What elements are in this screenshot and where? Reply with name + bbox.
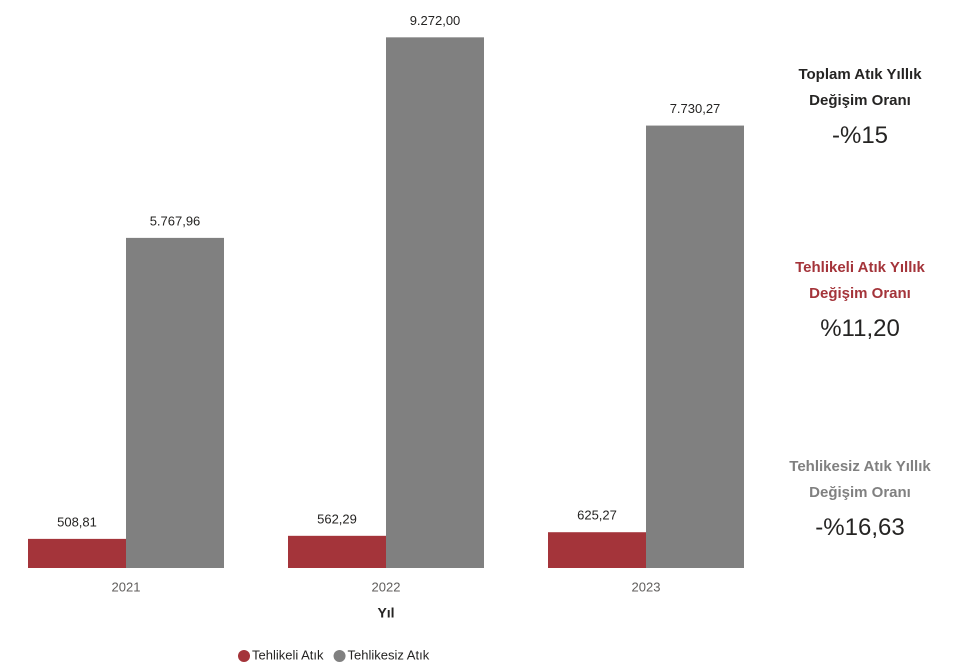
kpi-value: -%16,63 xyxy=(815,514,905,541)
legend-marker xyxy=(238,650,250,662)
legend-label: Tehlikesiz Atık xyxy=(348,647,430,662)
bar xyxy=(548,532,646,568)
x-tick-label: 2023 xyxy=(632,579,661,594)
x-axis-title: Yıl xyxy=(377,605,394,621)
kpi-card: Tehlikeli Atık Yıllık Değişim Oranı %11,2… xyxy=(770,255,950,343)
bar xyxy=(126,237,224,568)
kpi-card: Tehlikesiz Atık Yıllık Değişim Oranı -%16… xyxy=(770,454,950,542)
kpi-card: Toplam Atık Yıllık Değişim Oranı -%15 xyxy=(770,62,950,150)
data-label: 562,29 xyxy=(317,511,357,526)
bar xyxy=(386,37,484,569)
kpi-title: Tehlikesiz Atık Yıllık Değişim Oranı xyxy=(789,458,931,501)
bar xyxy=(288,535,386,568)
bar xyxy=(646,125,744,568)
legend-label: Tehlikeli Atık xyxy=(252,647,324,662)
x-tick-label: 2021 xyxy=(112,579,141,594)
legend-marker xyxy=(333,650,346,662)
data-label: 7.730,27 xyxy=(670,101,721,116)
kpi-value: %11,20 xyxy=(820,315,900,342)
x-tick-label: 2022 xyxy=(372,579,401,594)
chart: 2021 508,81 5.767,96 2022 562,29 9.272,00 2023… xyxy=(28,13,744,662)
data-label: 625,27 xyxy=(577,508,617,523)
kpi-title: Tehlikeli Atık Yıllık Değişim Oranı xyxy=(795,259,925,302)
kpi-value: -%15 xyxy=(831,122,889,149)
data-label: 5.767,96 xyxy=(150,213,201,228)
data-label: 508,81 xyxy=(57,514,97,529)
data-label: 9.272,00 xyxy=(410,13,461,28)
bar xyxy=(28,538,126,568)
kpi-title: Toplam Atık Yıllık Değişim Oranı xyxy=(798,66,922,109)
